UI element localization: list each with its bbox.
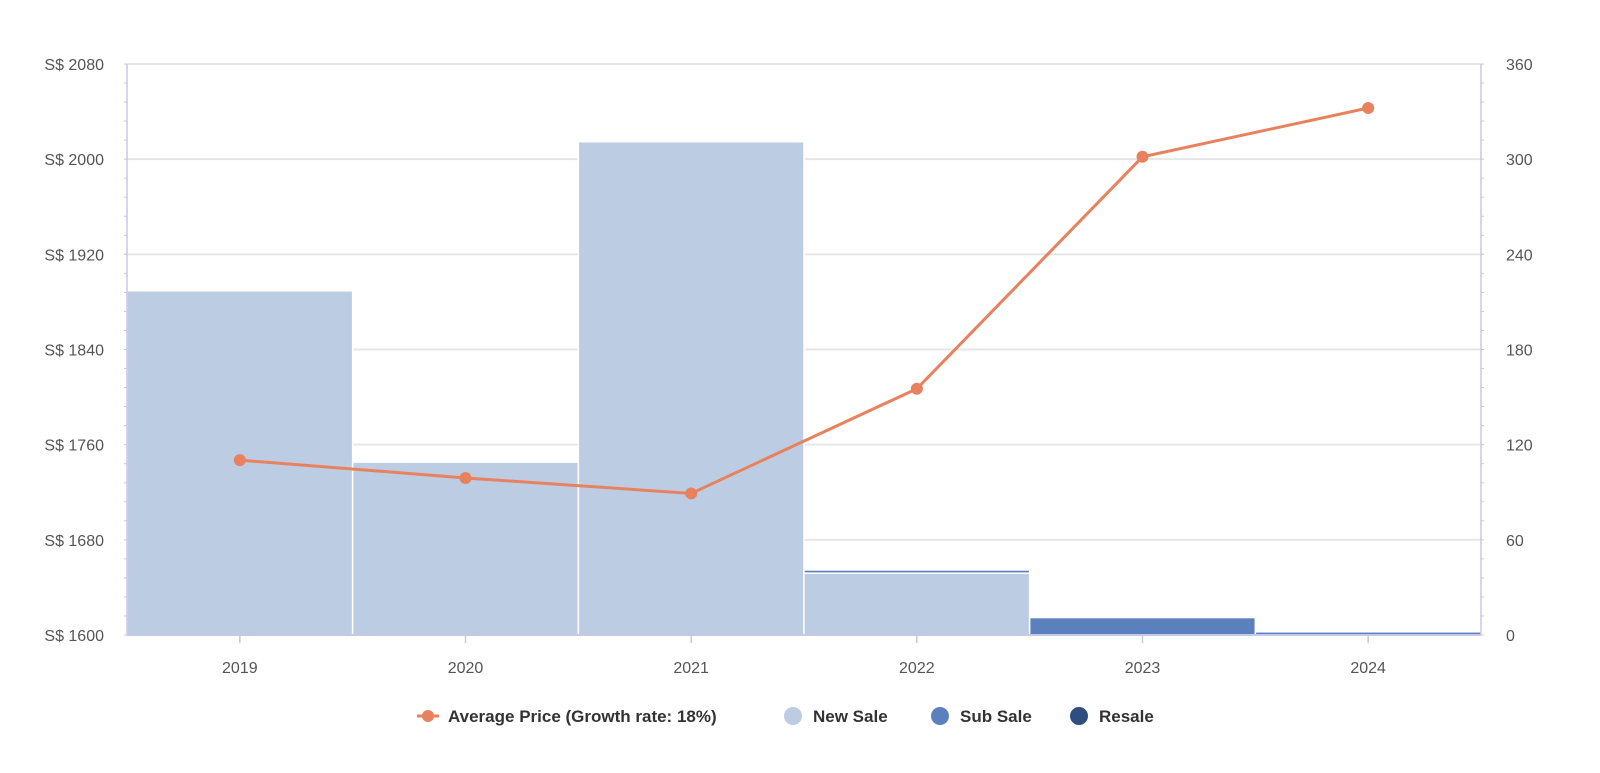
y-left-tick-label: S$ 1920 [44,247,104,264]
legend-label: Average Price (Growth rate: 18%) [448,707,717,726]
legend-item-resale[interactable]: Resale [1070,707,1154,726]
x-tick-label: 2024 [1350,660,1386,677]
bar-sub-sale [1028,616,1257,636]
y-right-tick-label: 0 [1506,628,1515,645]
y-left-tick-label: S$ 1840 [44,343,104,360]
y-left-tick-label: S$ 1680 [44,533,104,550]
y-right-tick-label: 60 [1506,533,1524,550]
average-price-point [1136,150,1149,163]
average-price-point [910,382,923,395]
y-right-tick-label: 300 [1506,152,1533,169]
legend-item-average[interactable]: Average Price (Growth rate: 18%) [417,707,717,726]
legend-label: New Sale [813,707,888,726]
average-price-line [239,106,1369,495]
x-tick-label: 2023 [1125,660,1161,677]
y-right-tick-label: 360 [1506,57,1533,74]
legend: Average Price (Growth rate: 18%) New Sale… [417,707,1154,726]
average-price-point [459,471,472,484]
bar-new-sale [351,461,580,636]
y-left-tick-label: S$ 2000 [44,152,104,169]
legend-label: Resale [1099,707,1154,726]
y-left-tick-label: S$ 2080 [44,57,104,74]
x-tick-label: 2019 [222,660,258,677]
x-tick-label: 2022 [899,660,935,677]
y-right-tick-label: 120 [1506,438,1533,455]
y-left-tick-label: S$ 1760 [44,438,104,455]
legend-item-sub[interactable]: Sub Sale [931,707,1032,726]
y-right-tick-label: 240 [1506,247,1533,264]
average-price-point [1362,102,1375,115]
bar-sub-sale [803,569,1031,574]
axes: S$ 1600 0 S$ 1680 60 S$ 1760 120 S$ 1840 180 S$ … [44,57,1532,677]
average-price-point [685,487,698,500]
legend-point-marker [422,710,434,722]
x-tick-label: 2020 [448,660,484,677]
legend-label: Sub Sale [960,707,1032,726]
legend-item-new[interactable]: New Sale [784,707,888,726]
y-left-tick-label: S$ 1600 [44,628,104,645]
legend-swatch [931,707,949,725]
average-price-point [233,454,246,467]
y-right-tick-label: 180 [1506,343,1533,360]
bars [126,140,1482,636]
legend-swatch [1070,707,1088,725]
price-line [233,102,1375,500]
bar-new-sale [577,140,805,636]
legend-swatch [784,707,802,725]
x-tick-label: 2021 [673,660,709,677]
bar-new-sale [803,572,1031,636]
